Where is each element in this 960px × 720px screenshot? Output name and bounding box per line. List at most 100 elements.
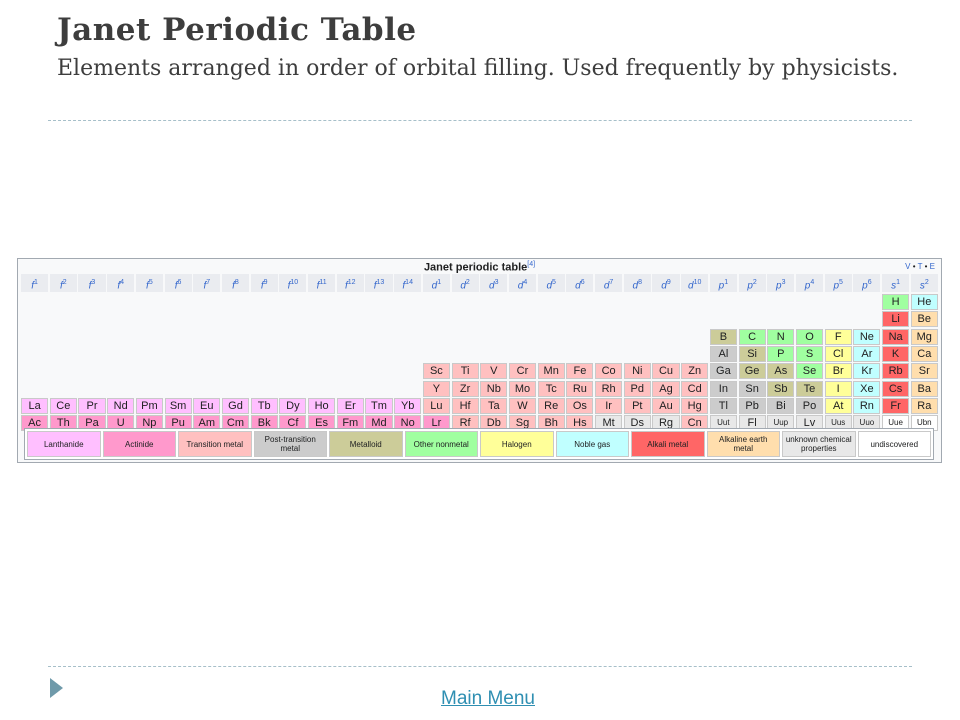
block-header[interactable]: f8 xyxy=(221,274,250,292)
legend-item[interactable]: Alkali metal xyxy=(631,431,705,457)
legend-item[interactable]: Halogen xyxy=(480,431,554,457)
element-pm[interactable]: Pm xyxy=(135,397,163,414)
block-header[interactable]: d10 xyxy=(681,274,709,292)
element-db[interactable]: Db xyxy=(480,415,508,432)
block-header[interactable]: f7 xyxy=(193,274,221,292)
element-pr[interactable]: Pr xyxy=(78,397,106,414)
element-n[interactable]: N xyxy=(767,328,795,345)
element-fr[interactable]: Fr xyxy=(882,397,910,414)
element-ba[interactable]: Ba xyxy=(910,380,938,397)
legend-item[interactable]: Transition metal xyxy=(178,431,252,457)
element-li[interactable]: Li xyxy=(882,311,910,328)
legend-item[interactable]: Post-transition metal xyxy=(253,431,327,457)
talk-link[interactable]: T xyxy=(917,262,923,271)
element-pd[interactable]: Pd xyxy=(623,380,651,397)
block-header[interactable]: f3 xyxy=(78,274,106,292)
element-mn[interactable]: Mn xyxy=(537,363,565,380)
block-header[interactable]: p5 xyxy=(824,274,852,292)
element-i[interactable]: I xyxy=(824,380,852,397)
element-h[interactable]: H xyxy=(882,294,910,310)
element-bi[interactable]: Bi xyxy=(767,397,795,414)
element-rb[interactable]: Rb xyxy=(882,363,910,380)
element-cl[interactable]: Cl xyxy=(824,345,852,362)
element-as[interactable]: As xyxy=(767,363,795,380)
element-ti[interactable]: Ti xyxy=(451,363,479,380)
element-nd[interactable]: Nd xyxy=(107,397,135,414)
block-header[interactable]: f10 xyxy=(279,274,307,292)
element-uuo[interactable]: Uuo xyxy=(853,415,881,432)
element-mg[interactable]: Mg xyxy=(910,328,938,345)
element-am[interactable]: Am xyxy=(193,415,221,432)
element-dy[interactable]: Dy xyxy=(279,397,307,414)
element-ne[interactable]: Ne xyxy=(853,328,881,345)
element-cd[interactable]: Cd xyxy=(681,380,709,397)
element-cn[interactable]: Cn xyxy=(681,415,709,432)
element-al[interactable]: Al xyxy=(709,345,737,362)
element-sm[interactable]: Sm xyxy=(164,397,192,414)
element-po[interactable]: Po xyxy=(795,397,824,414)
element-cs[interactable]: Cs xyxy=(882,380,910,397)
element-er[interactable]: Er xyxy=(336,397,364,414)
block-header[interactable]: f1 xyxy=(21,274,49,292)
element-md[interactable]: Md xyxy=(365,415,393,432)
element-ta[interactable]: Ta xyxy=(480,397,508,414)
block-header[interactable]: p2 xyxy=(738,274,766,292)
element-cr[interactable]: Cr xyxy=(508,363,537,380)
block-header[interactable]: d2 xyxy=(451,274,479,292)
block-header[interactable]: f5 xyxy=(135,274,163,292)
element-f[interactable]: F xyxy=(824,328,852,345)
main-menu-link[interactable]: Main Menu xyxy=(441,688,535,709)
element-c[interactable]: C xyxy=(738,328,766,345)
element-pu[interactable]: Pu xyxy=(164,415,192,432)
element-no[interactable]: No xyxy=(394,415,422,432)
block-header[interactable]: f14 xyxy=(394,274,422,292)
element-nb[interactable]: Nb xyxy=(480,380,508,397)
element-sr[interactable]: Sr xyxy=(910,363,938,380)
block-header[interactable]: f13 xyxy=(365,274,393,292)
legend-item[interactable]: undiscovered xyxy=(857,431,931,457)
element-o[interactable]: O xyxy=(795,328,824,345)
block-header[interactable]: f6 xyxy=(164,274,192,292)
element-ho[interactable]: Ho xyxy=(308,397,336,414)
element-ag[interactable]: Ag xyxy=(652,380,680,397)
element-hg[interactable]: Hg xyxy=(681,397,709,414)
element-hs[interactable]: Hs xyxy=(566,415,594,432)
element-ge[interactable]: Ge xyxy=(738,363,766,380)
element-tc[interactable]: Tc xyxy=(537,380,565,397)
table-title-reference[interactable]: [4] xyxy=(527,261,536,268)
element-in[interactable]: In xyxy=(709,380,737,397)
element-ir[interactable]: Ir xyxy=(595,397,623,414)
element-th[interactable]: Th xyxy=(49,415,77,432)
element-re[interactable]: Re xyxy=(537,397,565,414)
block-header[interactable]: s1 xyxy=(882,274,910,292)
element-pb[interactable]: Pb xyxy=(738,397,766,414)
element-br[interactable]: Br xyxy=(824,363,852,380)
element-es[interactable]: Es xyxy=(308,415,336,432)
block-header[interactable]: f12 xyxy=(336,274,364,292)
element-at[interactable]: At xyxy=(824,397,852,414)
element-yb[interactable]: Yb xyxy=(394,397,422,414)
element-rg[interactable]: Rg xyxy=(652,415,680,432)
element-be[interactable]: Be xyxy=(910,311,938,328)
block-header[interactable]: p3 xyxy=(767,274,795,292)
element-ga[interactable]: Ga xyxy=(709,363,737,380)
element-rh[interactable]: Rh xyxy=(595,380,623,397)
element-mo[interactable]: Mo xyxy=(508,380,537,397)
element-se[interactable]: Se xyxy=(795,363,824,380)
element-sn[interactable]: Sn xyxy=(738,380,766,397)
block-header[interactable]: d3 xyxy=(480,274,508,292)
legend-item[interactable]: unknown chemical properties xyxy=(782,431,856,457)
element-he[interactable]: He xyxy=(910,294,938,310)
element-ru[interactable]: Ru xyxy=(566,380,594,397)
block-header[interactable]: d1 xyxy=(422,274,450,292)
element-bk[interactable]: Bk xyxy=(250,415,278,432)
element-ar[interactable]: Ar xyxy=(853,345,881,362)
element-sb[interactable]: Sb xyxy=(767,380,795,397)
element-si[interactable]: Si xyxy=(738,345,766,362)
element-tm[interactable]: Tm xyxy=(365,397,393,414)
element-ce[interactable]: Ce xyxy=(49,397,77,414)
element-p[interactable]: P xyxy=(767,345,795,362)
element-zr[interactable]: Zr xyxy=(451,380,479,397)
block-header[interactable]: d9 xyxy=(652,274,680,292)
block-header[interactable]: d8 xyxy=(623,274,651,292)
